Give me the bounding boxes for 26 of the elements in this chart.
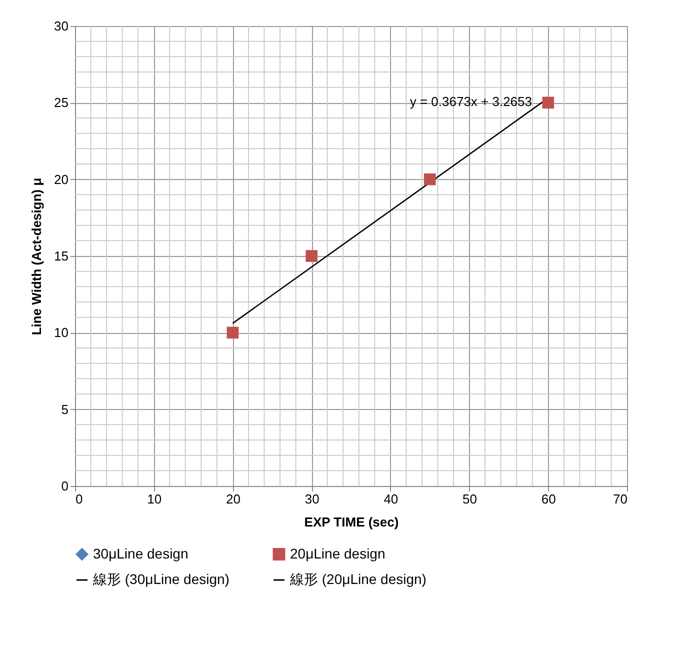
y-tick-label: 15 [54, 248, 68, 264]
legend-label: 線形 (30μLine design) [92, 571, 230, 587]
x-tick-label: 20 [226, 492, 240, 506]
legend-label: 30μLine design [93, 545, 188, 562]
legend-label: 20μLine design [290, 545, 386, 562]
y-tick-label: 30 [54, 18, 68, 34]
point [542, 96, 554, 109]
y-tick-label: 20 [54, 172, 68, 187]
y-axis-title: Line Width (Act-design) μ [29, 178, 44, 336]
point [226, 326, 239, 339]
y-tick-label: 5 [61, 402, 68, 417]
y-tick-label: 25 [54, 95, 68, 110]
x-tick-label: 70 [613, 492, 628, 506]
x-tick-label: 0 [76, 492, 83, 506]
legend-label: 線形 (20μLine design) [289, 571, 426, 587]
x-tick-label: 10 [147, 492, 162, 506]
x-tick-label: 40 [384, 492, 398, 506]
x-tick-label: 50 [462, 492, 478, 506]
y-tick-label: 10 [54, 325, 68, 340]
y-tick-label: 0 [61, 478, 68, 494]
x-tick-label: 60 [541, 492, 556, 506]
x-axis-title: EXP TIME (sec) [304, 514, 399, 530]
point [306, 250, 318, 262]
point [424, 173, 436, 186]
annotation: y = 0.3673x + 3.2653 [410, 94, 532, 109]
x-tick-label: 30 [304, 492, 320, 506]
